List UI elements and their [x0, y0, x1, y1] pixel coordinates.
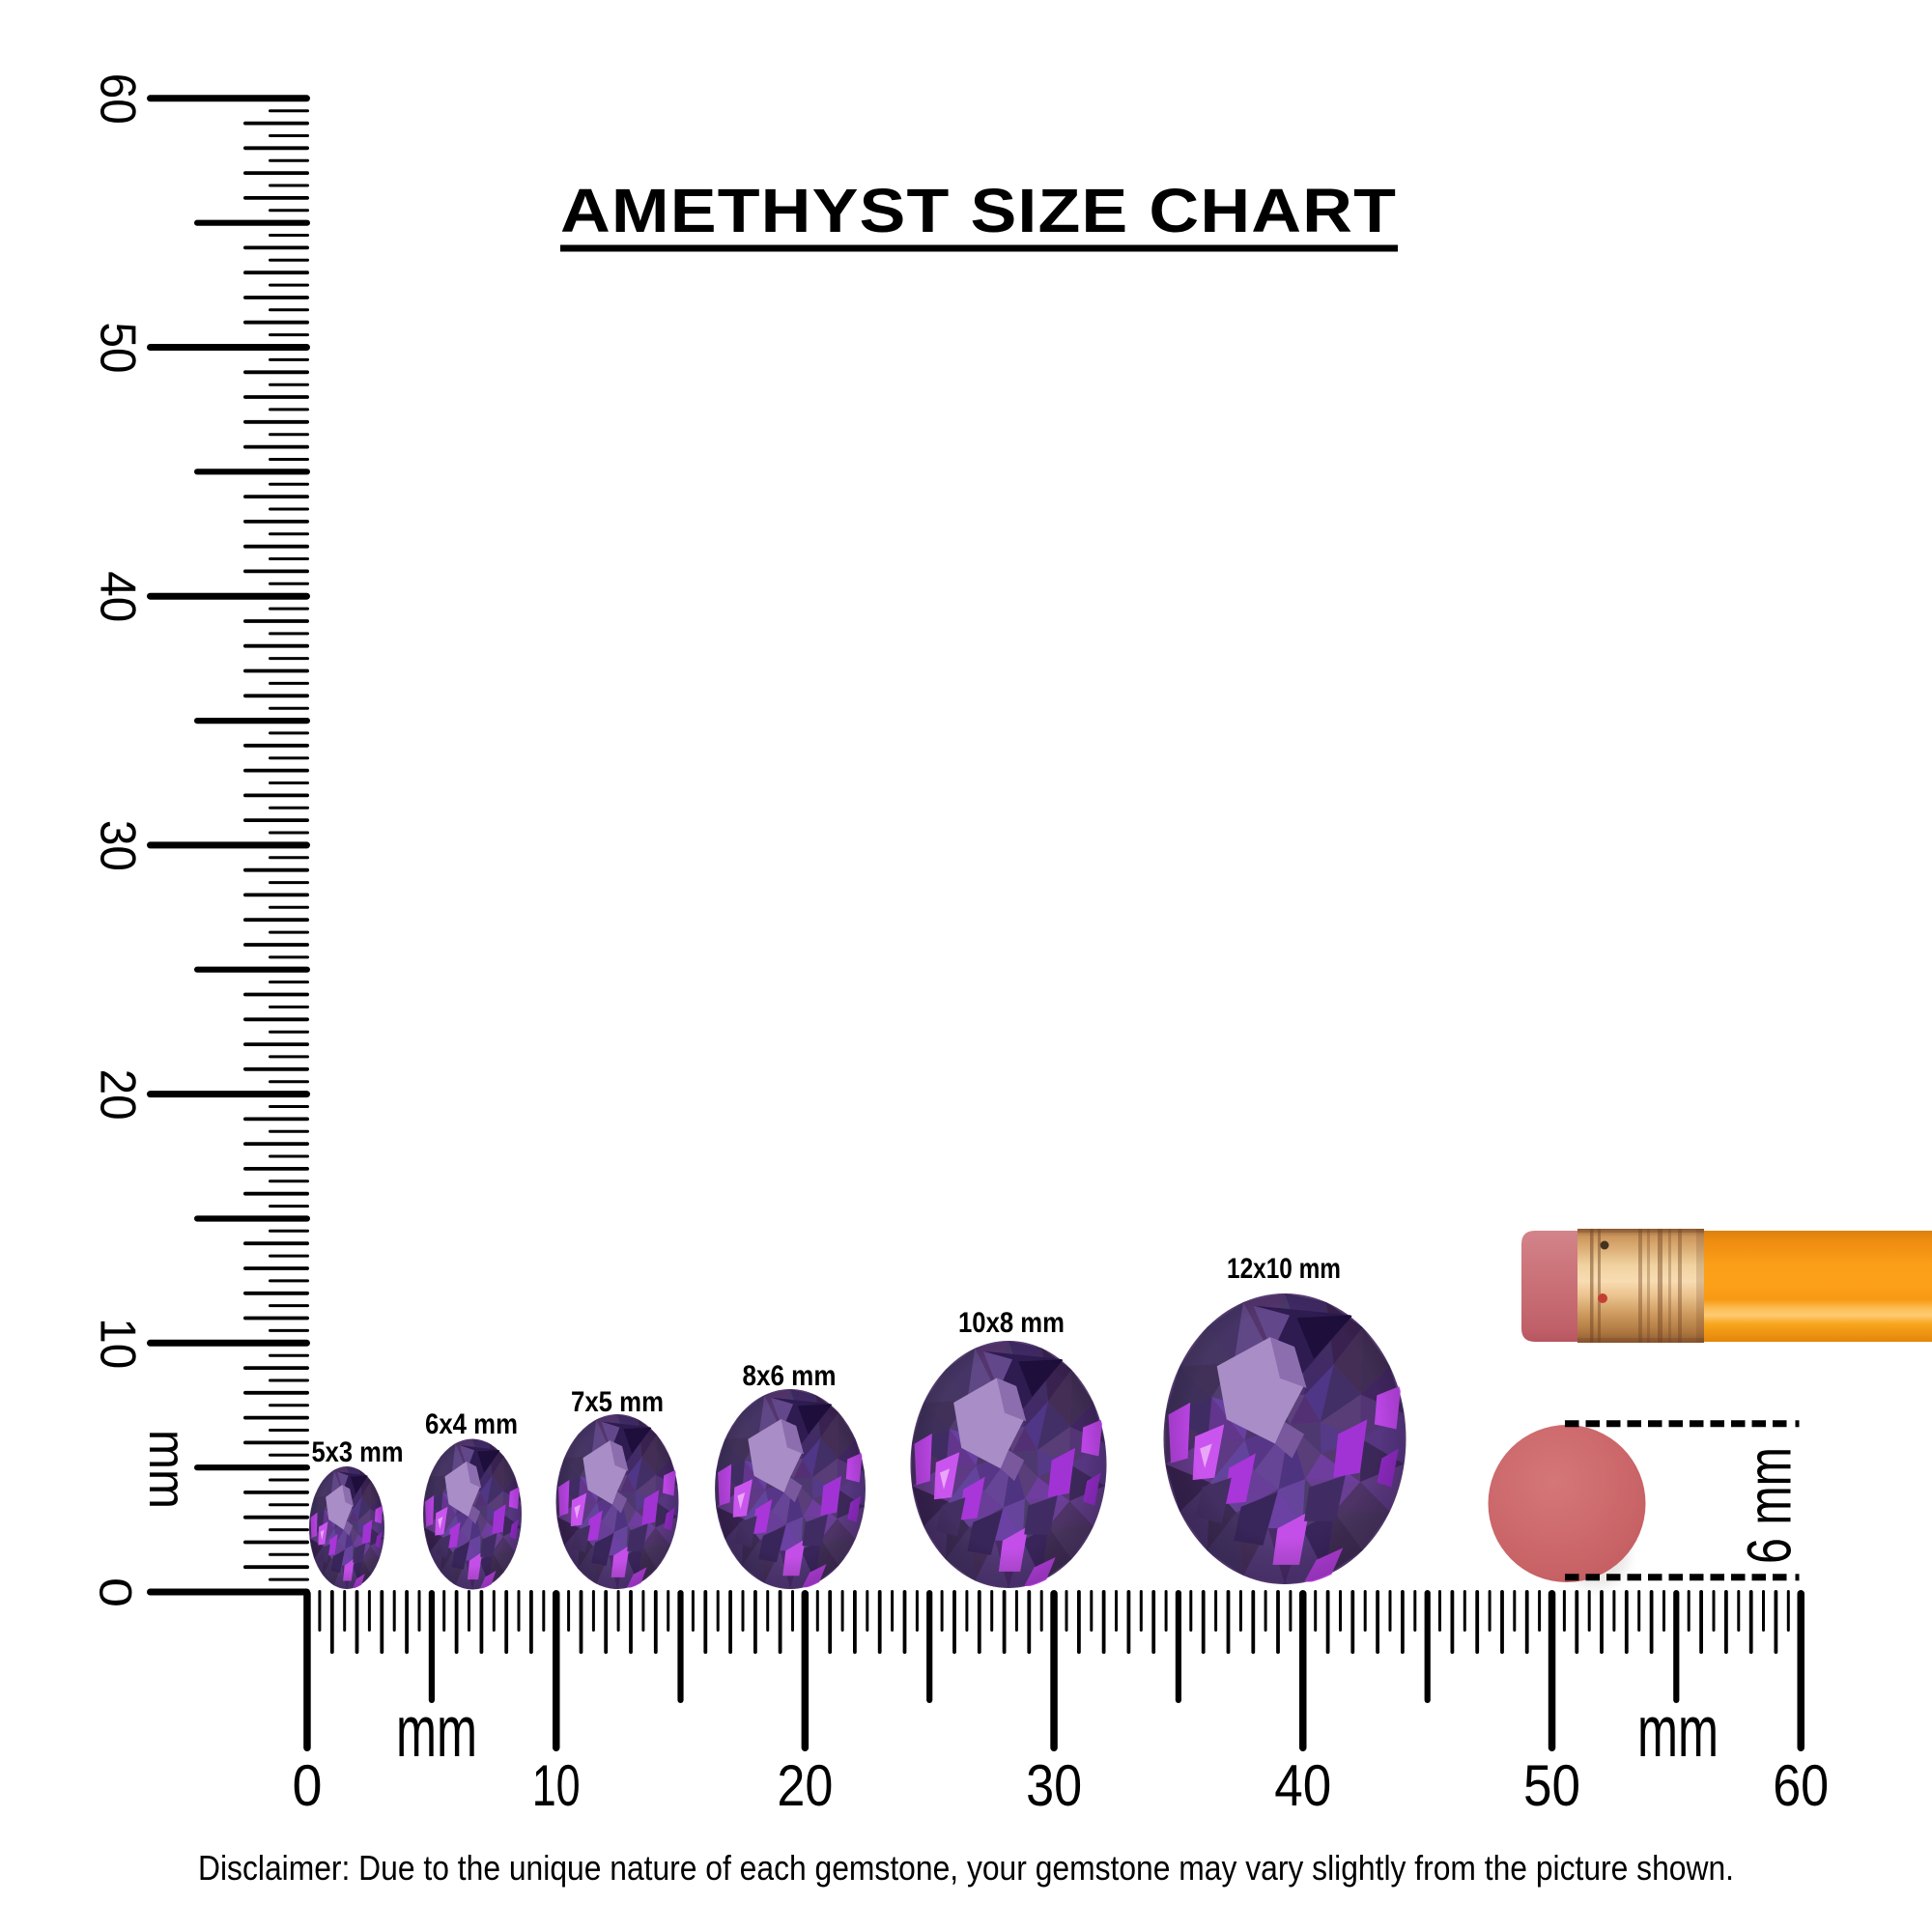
svg-text:40: 40 [90, 571, 146, 622]
svg-text:7x5 mm: 7x5 mm [571, 1386, 664, 1418]
svg-text:Disclaimer: Due to the unique: Disclaimer: Due to the unique nature of … [198, 1848, 1734, 1888]
svg-text:60: 60 [90, 73, 146, 125]
svg-text:10: 10 [90, 1318, 146, 1369]
svg-text:12x10 mm: 12x10 mm [1227, 1253, 1341, 1285]
svg-text:8x6 mm: 8x6 mm [743, 1360, 837, 1392]
svg-text:mm: mm [138, 1430, 196, 1509]
svg-text:AMETHYST SIZE CHART: AMETHYST SIZE CHART [560, 176, 1397, 245]
svg-text:10x8 mm: 10x8 mm [958, 1307, 1065, 1339]
svg-text:40: 40 [1274, 1753, 1331, 1818]
svg-text:0: 0 [91, 1577, 142, 1607]
svg-text:50: 50 [1523, 1753, 1580, 1818]
svg-text:5x3 mm: 5x3 mm [312, 1436, 404, 1468]
svg-text:mm: mm [1637, 1690, 1719, 1772]
svg-text:10: 10 [532, 1753, 581, 1818]
svg-text:30: 30 [1026, 1753, 1082, 1818]
svg-text:6 mm: 6 mm [1735, 1447, 1804, 1564]
svg-text:20: 20 [90, 1069, 146, 1121]
svg-text:20: 20 [777, 1753, 833, 1818]
svg-text:30: 30 [90, 820, 146, 871]
svg-text:0: 0 [293, 1753, 323, 1818]
svg-text:50: 50 [90, 323, 146, 374]
svg-text:mm: mm [396, 1690, 477, 1772]
svg-text:60: 60 [1773, 1753, 1829, 1818]
svg-text:6x4 mm: 6x4 mm [425, 1408, 518, 1440]
